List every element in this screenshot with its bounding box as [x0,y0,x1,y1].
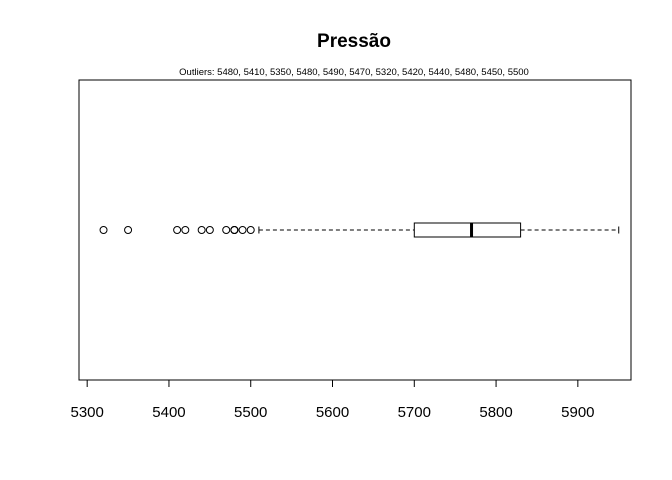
x-tick-label: 5600 [316,404,349,421]
x-tick-label: 5400 [152,404,185,421]
outlier-point [197,226,206,234]
outlier-point [173,226,182,234]
x-tick-label: 5900 [561,404,594,421]
x-tick-label: 5800 [479,404,512,421]
iqr-box [413,222,522,238]
outlier-point [124,226,133,234]
outlier-point [99,226,108,234]
x-tick-label: 5300 [70,404,103,421]
x-tick-label: 5500 [234,404,267,421]
outlier-point [205,226,214,234]
outliers-group [99,226,255,234]
box-group [258,222,620,238]
outlier-point [238,226,247,234]
chart-title: Pressão [317,31,391,52]
plot-frame [78,79,632,381]
outlier-point [246,226,255,234]
outlier-point [230,226,239,234]
outlier-point [222,226,231,234]
x-axis: 5300 5400 5500 5600 5700 5800 5900 [70,379,595,421]
outlier-point [181,226,190,234]
x-tick-label: 5700 [398,404,431,421]
chart-subtitle: Outliers: 5480, 5410, 5350, 5480, 5490, … [179,67,529,78]
